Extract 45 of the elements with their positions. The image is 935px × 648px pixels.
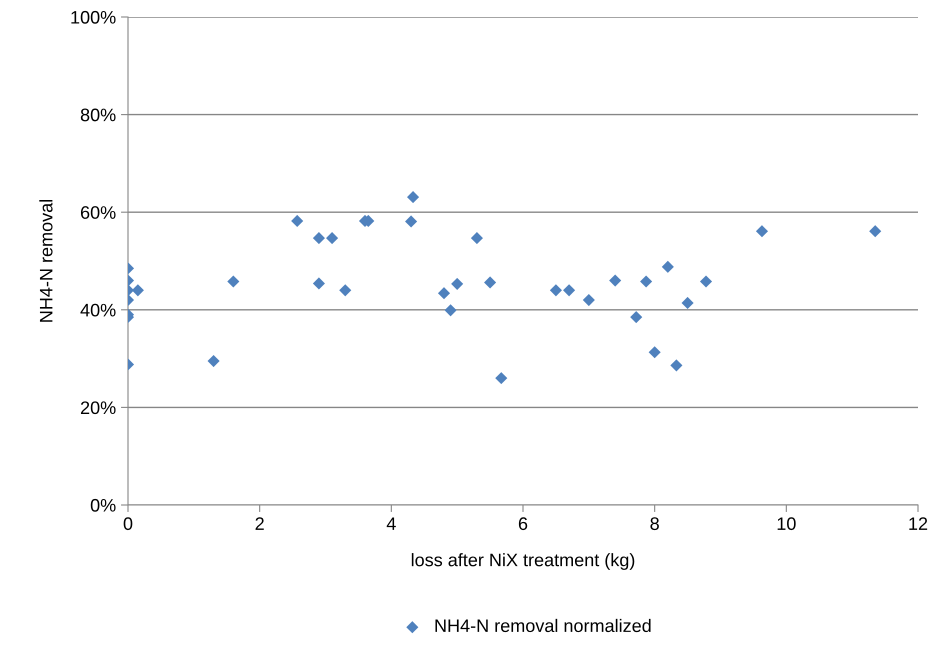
point xyxy=(640,275,652,288)
y-tick-label: 80% xyxy=(80,108,116,122)
point xyxy=(682,296,694,310)
point xyxy=(444,304,457,316)
point xyxy=(609,274,622,287)
point xyxy=(326,232,338,244)
point xyxy=(291,214,304,228)
point xyxy=(405,215,418,228)
x-tick-label: 12 xyxy=(909,517,928,530)
point xyxy=(484,276,496,289)
y-tick-label: 40% xyxy=(80,304,116,317)
point xyxy=(470,232,483,244)
point xyxy=(132,284,144,296)
x-tick-label: 2 xyxy=(256,517,264,530)
point xyxy=(630,311,642,324)
x-tick-label: 10 xyxy=(778,517,796,530)
x-axis-title: loss after NiX treatment (kg) xyxy=(412,553,634,570)
point xyxy=(451,278,464,290)
point xyxy=(339,284,352,296)
y-tick-label: 0% xyxy=(90,498,116,512)
point xyxy=(582,294,595,306)
y-tick-label: 20% xyxy=(80,401,116,414)
x-tick-label: 8 xyxy=(650,517,659,530)
point xyxy=(312,232,325,244)
point xyxy=(438,287,450,300)
point xyxy=(563,284,576,296)
point xyxy=(756,225,768,238)
point xyxy=(495,372,508,384)
point xyxy=(662,260,674,273)
x-tick-label: 4 xyxy=(386,517,396,530)
point xyxy=(648,346,661,358)
point xyxy=(700,275,712,288)
point xyxy=(550,284,562,296)
legend-label: NH4-N removal normalized xyxy=(435,618,651,632)
point xyxy=(208,354,220,368)
point xyxy=(312,277,325,290)
y-tick-label: 60% xyxy=(80,206,116,219)
point xyxy=(670,359,682,372)
y-axis-title: NH4-N removal xyxy=(39,200,53,322)
point xyxy=(869,225,882,238)
y-tick-label: 100% xyxy=(71,10,116,24)
point xyxy=(227,275,240,288)
point xyxy=(407,191,420,204)
x-tick-label: 6 xyxy=(518,517,528,530)
x-tick-label: 0 xyxy=(124,517,132,530)
